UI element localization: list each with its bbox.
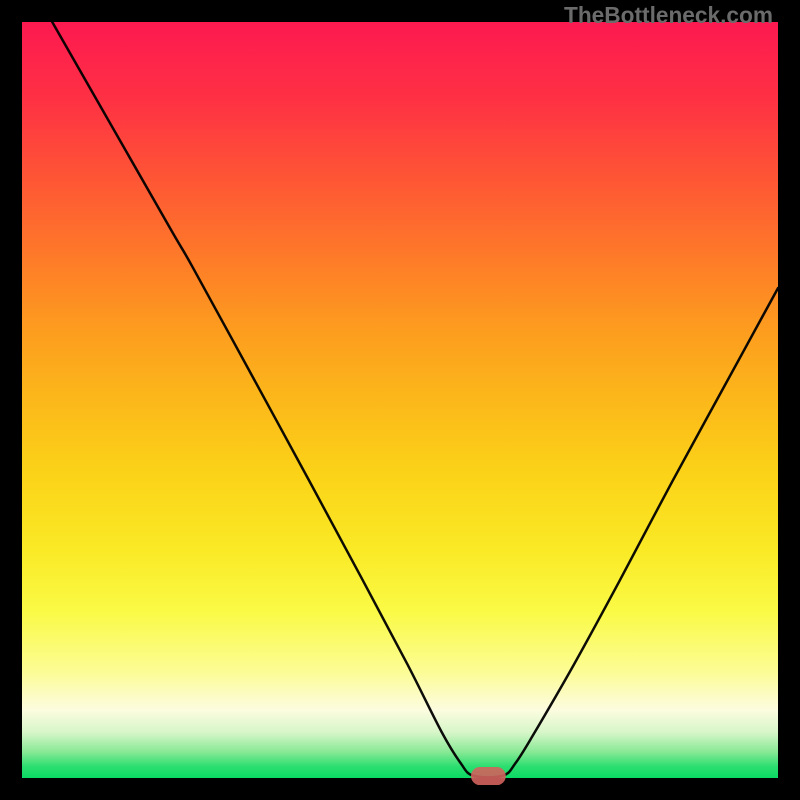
minimum-marker (471, 767, 506, 785)
watermark-text: TheBottleneck.com (564, 2, 773, 29)
plot-area (22, 22, 778, 778)
bottleneck-curve (22, 22, 778, 778)
bottleneck-chart: TheBottleneck.com (0, 0, 800, 800)
